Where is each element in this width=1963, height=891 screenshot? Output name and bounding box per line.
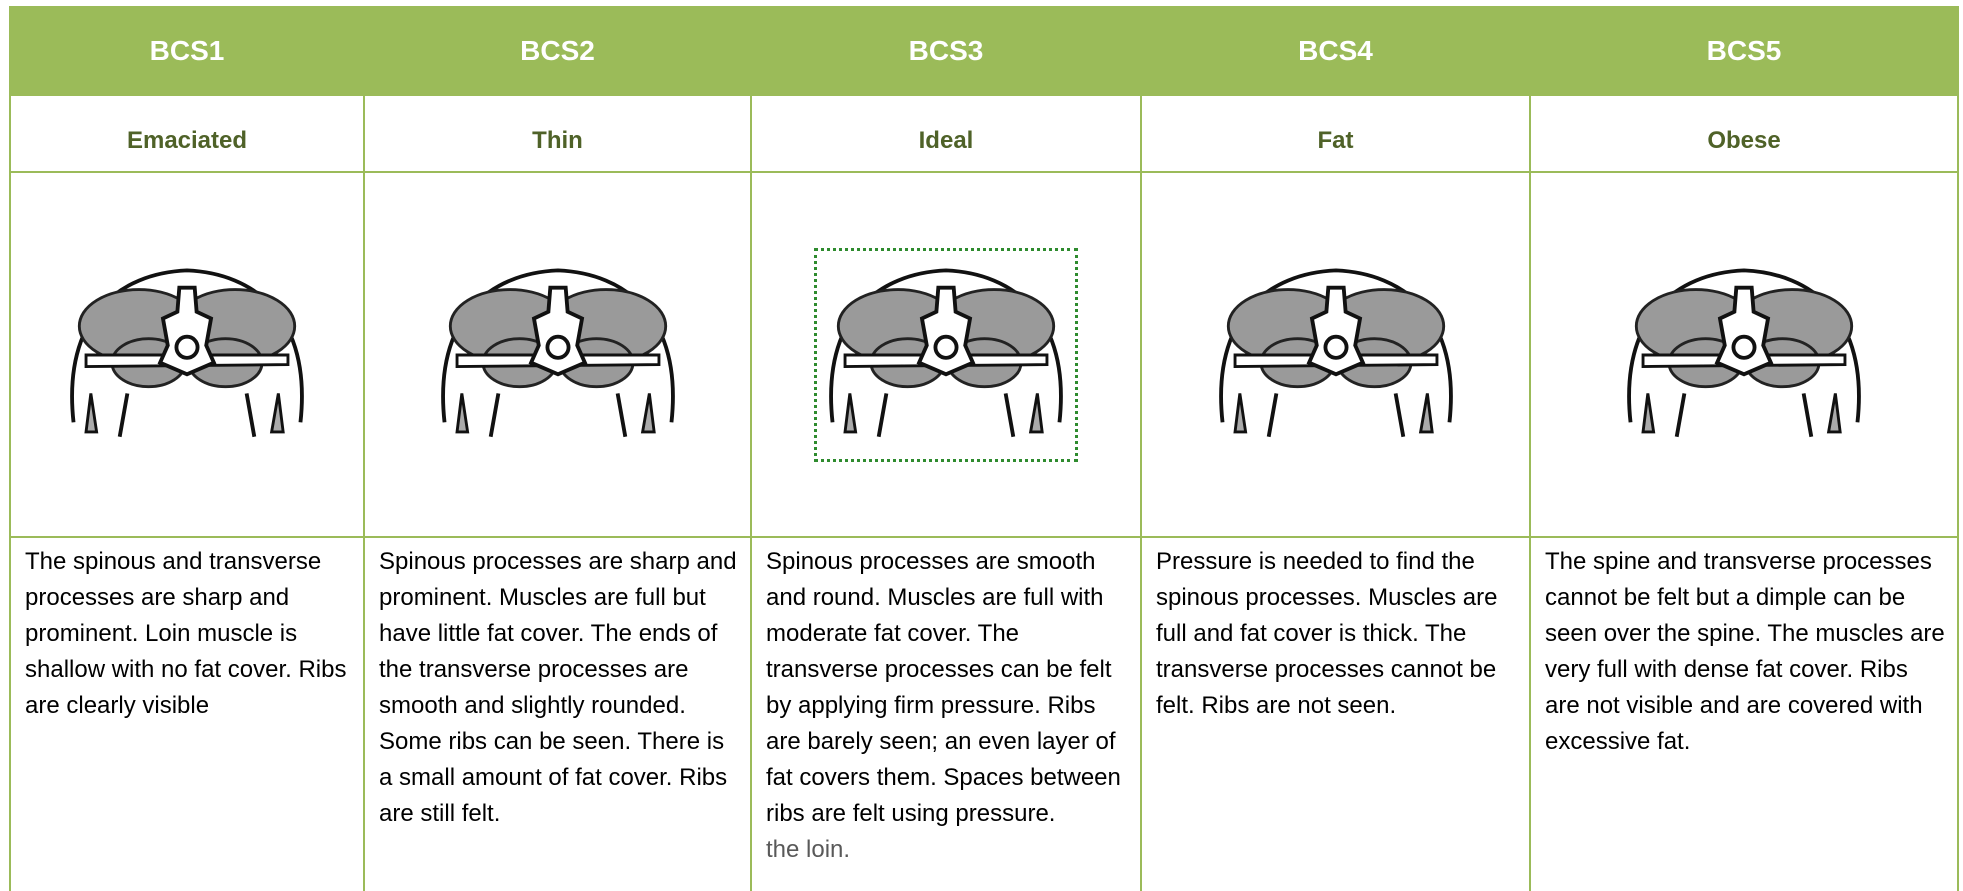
column-heading: BCS3 [750,6,1142,96]
column: BCS3 Ideal Spinous processes are smooth an… [750,6,1142,891]
description: Spinous processes are sharp and prominen… [379,544,740,832]
description-text: The spinous and transverse processes are… [25,548,347,719]
cross-section-illustration [1211,255,1461,455]
cross-section-illustration [1619,255,1869,455]
description: Pressure is needed to find the spinous p… [1156,544,1519,724]
illustration-cell [365,173,750,538]
column: BCS1 Emaciated The spinous and transverse … [9,6,365,891]
cross-section-illustration [433,255,683,455]
description-text: The spine and transverse processes canno… [1545,548,1945,755]
illustration-cell [1142,173,1529,538]
column: BCS2 Thin Spinous processes are sharp and … [363,6,752,891]
description-text: Spinous processes are sharp and prominen… [379,548,737,827]
description-text: Pressure is needed to find the spinous p… [1156,548,1498,719]
illustration-cell [752,173,1140,538]
condition-label: Ideal [752,96,1140,173]
overflow-text: the loin. [766,836,851,863]
column: BCS5 Obese The spine and transverse proces… [1529,6,1959,891]
condition-label: Emaciated [11,96,363,173]
description: The spinous and transverse processes are… [25,544,353,724]
cross-section-illustration [814,247,1078,462]
description: Spinous processes are smooth and round. … [766,544,1130,868]
column-heading: BCS4 [1140,6,1531,96]
illustration-cell [11,173,363,538]
description: The spine and transverse processes canno… [1545,544,1947,760]
illustration-cell [1531,173,1957,538]
condition-label: Obese [1531,96,1957,173]
column-heading: BCS1 [9,6,365,96]
column: BCS4 Fat Pressure is needed to find the sp… [1140,6,1531,891]
description-text: Spinous processes are smooth and round. … [766,548,1121,827]
cross-section-illustration [62,255,312,455]
condition-label: Thin [365,96,750,173]
column-heading: BCS2 [363,6,752,96]
column-heading: BCS5 [1529,6,1959,96]
condition-label: Fat [1142,96,1529,173]
